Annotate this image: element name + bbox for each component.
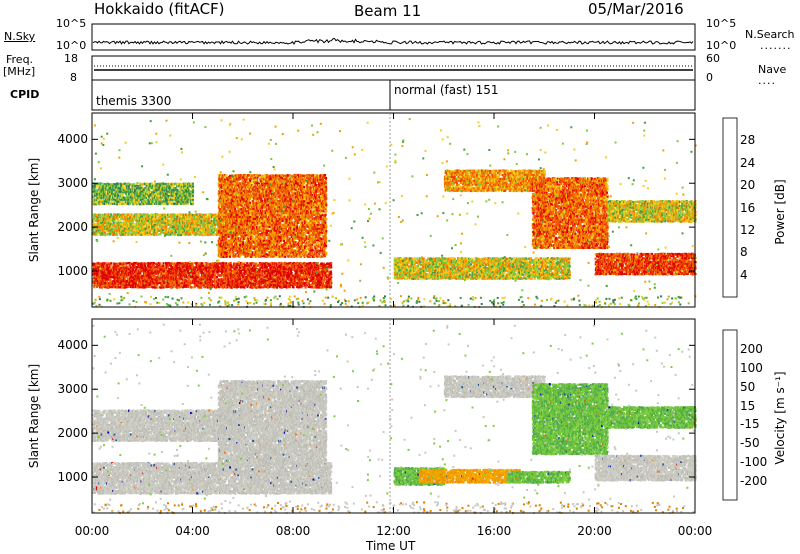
freq-panel-frame	[91, 55, 696, 81]
beam-title: Beam 11	[354, 4, 421, 19]
scatter-region-5	[393, 257, 571, 280]
scatter-region-8	[531, 383, 609, 456]
scatter-region-8	[594, 252, 697, 276]
x-axis-label: Time UT	[366, 540, 415, 552]
scatter-region-9	[594, 454, 697, 482]
y-tick-label: 2000	[57, 221, 88, 233]
y-tick-label: 2000	[57, 427, 88, 439]
cpid-segment-1: themis 3300	[96, 95, 171, 107]
nsky-trace	[92, 37, 694, 45]
cpid-panel-frame	[91, 79, 696, 111]
scatter-region-6	[443, 169, 546, 193]
y-tick-label: 4000	[57, 133, 88, 145]
x-tick-label: 08:00	[276, 525, 311, 537]
noise-tick-left-bottom: 10^0	[56, 40, 86, 51]
axes	[91, 113, 696, 513]
colorbar-tick-label: 100	[740, 362, 763, 374]
freq-unit-label: [MHz]	[3, 66, 35, 77]
noise-panel-frame	[91, 23, 696, 51]
colorbar-tick-label: 200	[740, 343, 763, 355]
nave-legend-dots: ....	[758, 75, 776, 86]
nave-tick-top: 60	[706, 53, 720, 64]
noise-tick-right-top: 10^5	[706, 18, 736, 29]
colorbar-tick-label: 50	[740, 381, 755, 393]
velocity-colorbar-label: Velocity [m s⁻¹]	[773, 358, 787, 478]
colorbar-tick-label: 15	[740, 400, 755, 412]
x-tick-label: 04:00	[175, 525, 210, 537]
y-tick-label: 1000	[57, 471, 88, 483]
velocity-panel	[92, 323, 697, 515]
power-panel	[92, 118, 697, 309]
velocity-ylabel: Slant Range [km]	[27, 356, 41, 476]
colorbar-tick-label: 20	[740, 179, 755, 191]
nave-tick-bottom: 0	[706, 72, 713, 83]
x-tick-label: 20:00	[577, 525, 612, 537]
freq-tick-top: 18	[64, 53, 78, 64]
x-tick-label: 12:00	[376, 525, 411, 537]
scatter-region-9	[607, 200, 697, 223]
scatter-region-3	[92, 182, 195, 206]
x-tick-label: 00:00	[75, 525, 110, 537]
background-scatter	[92, 323, 695, 515]
colorbar-tick-label: 8	[740, 246, 748, 258]
scatter-region-1	[92, 261, 333, 289]
power-ylabel: Slant Range [km]	[27, 150, 41, 270]
colorbar-tick-label: 16	[740, 202, 755, 214]
scatter-region-4	[217, 173, 328, 258]
scatter-region-6	[506, 470, 571, 484]
nsky-label: N.Sky	[4, 31, 35, 42]
noise-tick-right-bottom: 10^0	[706, 40, 736, 51]
cpid-label: CPID	[10, 89, 39, 100]
freq-tick-bottom: 8	[70, 72, 77, 83]
colorbar-frame	[722, 329, 738, 501]
x-tick-label: 16:00	[477, 525, 512, 537]
colorbar-frame	[722, 117, 738, 298]
y-tick-label: 3000	[57, 177, 88, 189]
noise-trace	[92, 37, 694, 45]
scatter-region-3	[217, 379, 328, 464]
y-tick-label: 3000	[57, 383, 88, 395]
scatter-region-7	[443, 375, 546, 399]
scatter-region-1	[92, 462, 333, 495]
scatter-region-10	[607, 406, 697, 429]
colorbar-tick-label: 12	[740, 224, 755, 236]
colorbar-tick-label: -200	[740, 475, 767, 487]
cpid-segment-2: normal (fast) 151	[394, 84, 498, 96]
colorbar-tick-label: -15	[740, 418, 760, 430]
noise-tick-left-top: 10^5	[56, 18, 86, 29]
station-title: Hokkaido (fitACF)	[94, 2, 225, 17]
y-tick-label: 1000	[57, 265, 88, 277]
colorbar-tick-label: 24	[740, 157, 755, 169]
velocity-colorbar	[722, 329, 738, 501]
date-title: 05/Mar/2016	[588, 2, 684, 17]
x-tick-label: 00:00	[678, 525, 713, 537]
y-tick-label: 4000	[57, 339, 88, 351]
colorbar-tick-label: 4	[740, 269, 748, 281]
colorbar-tick-label: -50	[740, 437, 760, 449]
nave-label: Nave	[758, 64, 786, 75]
power-colorbar	[722, 117, 738, 298]
scatter-region-7	[531, 177, 609, 250]
nsearch-legend-dots: .......	[760, 40, 791, 51]
colorbar-tick-label: -100	[740, 456, 767, 468]
freq-label: Freq.	[6, 54, 33, 65]
colorbar-tick-label: 28	[740, 134, 755, 146]
nsearch-label: N.Search	[745, 29, 795, 40]
power-colorbar-label: Power [dB]	[773, 152, 787, 272]
